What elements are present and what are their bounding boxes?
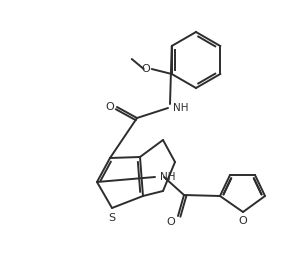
Text: NH: NH <box>173 103 189 113</box>
Text: O: O <box>106 102 114 112</box>
Text: NH: NH <box>160 172 176 182</box>
Text: S: S <box>108 213 116 223</box>
Text: O: O <box>167 217 175 227</box>
Text: O: O <box>141 64 150 74</box>
Text: O: O <box>238 216 247 226</box>
